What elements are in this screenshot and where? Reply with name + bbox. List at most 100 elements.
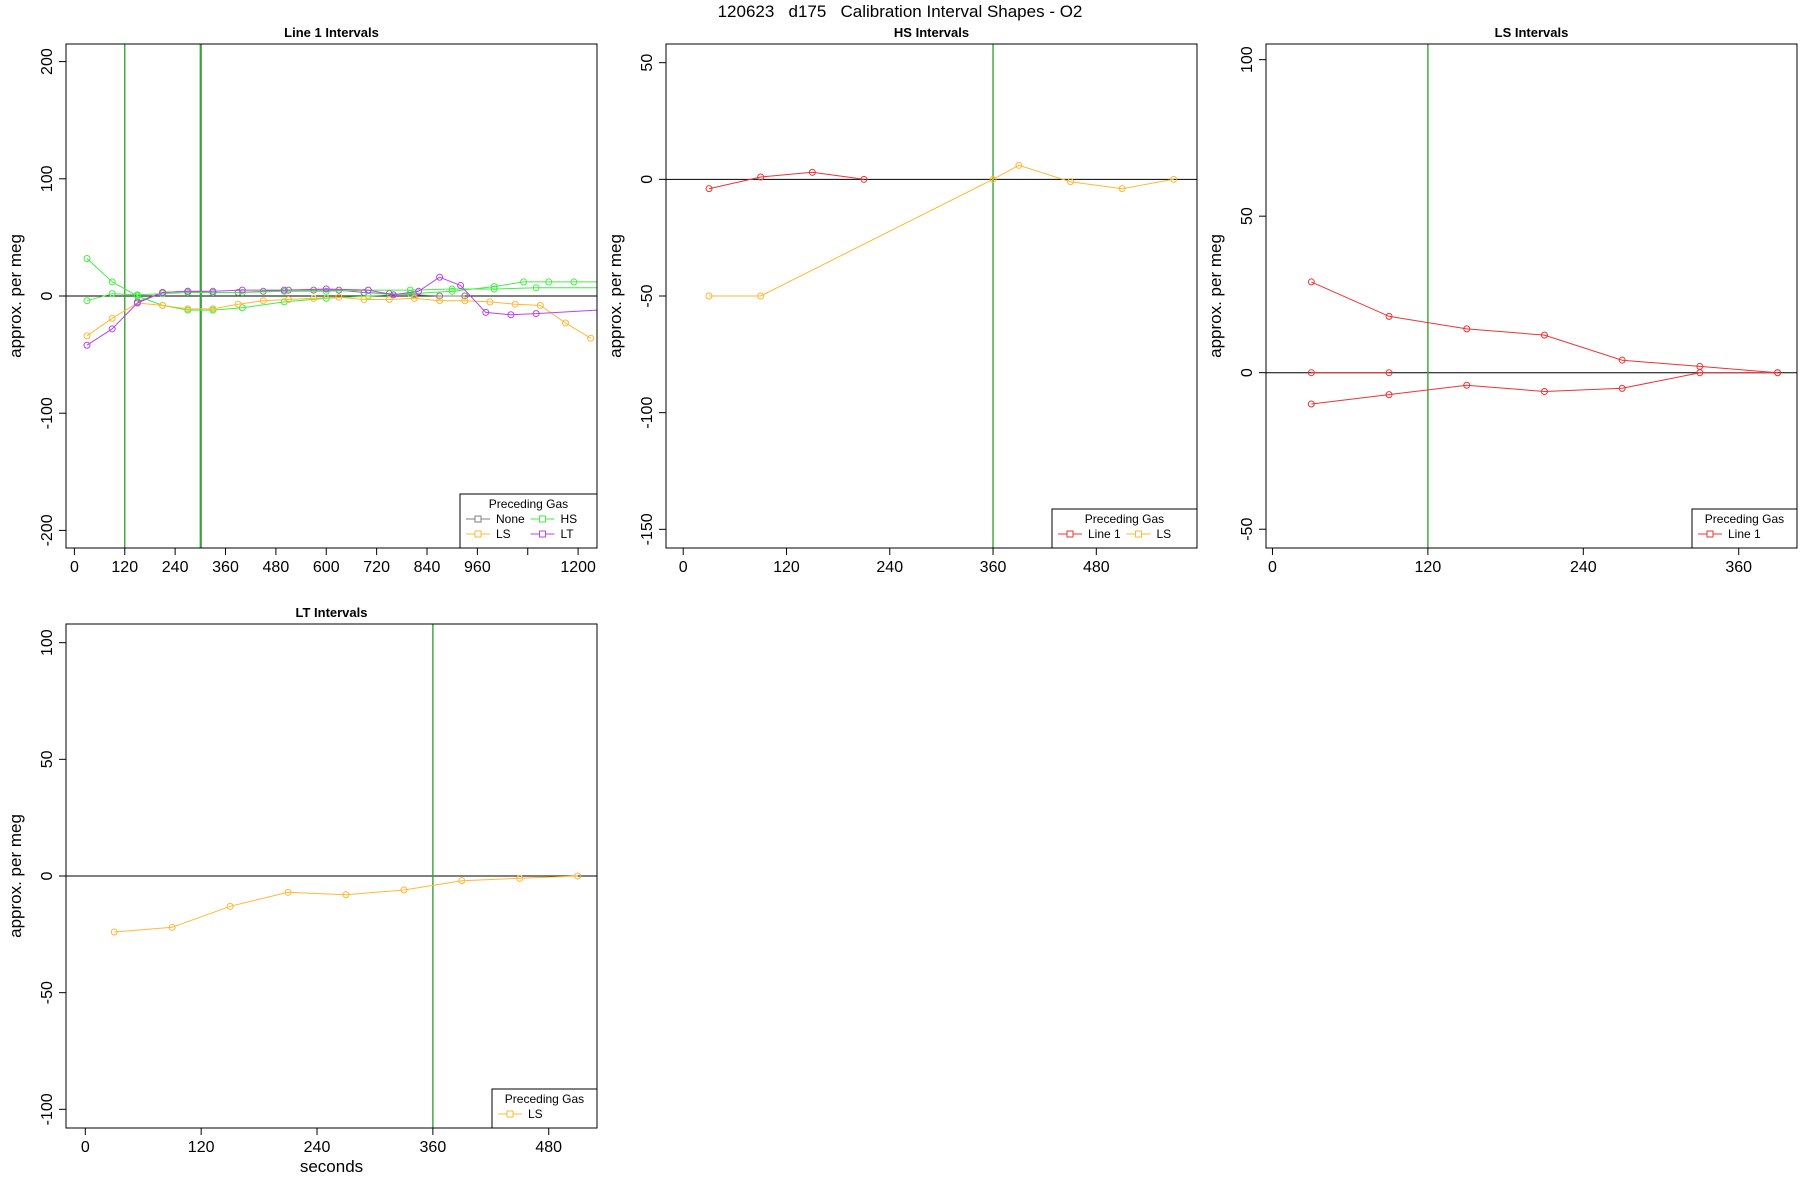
data-point-ls	[705, 292, 713, 300]
x-axis-label: seconds	[900, 577, 963, 580]
legend-label-line-1: Line 1	[1728, 527, 1761, 541]
x-axis-label: seconds	[300, 577, 363, 580]
data-point-hs	[545, 278, 553, 286]
data-point-ls	[458, 877, 466, 885]
legend-marker-line-1	[1706, 530, 1714, 538]
x-tick-label: 600	[313, 559, 340, 576]
data-point-lt	[184, 287, 192, 295]
data-point-hs	[108, 278, 116, 286]
data-point-ls	[410, 294, 418, 302]
series-line-ls	[709, 164, 1174, 297]
legend-box	[459, 493, 598, 549]
chart-line1-intervals: Line 1 Intervals 0 120 240 360 480 600 720 840 96…	[6, 25, 598, 580]
chart-ls-intervals: LS Intervals 0 120 240 360 seconds -50 0 50 100 ap…	[1206, 25, 1798, 580]
series-line-ls	[114, 875, 578, 933]
y-tick-label: 0	[639, 175, 656, 184]
data-point-line-1	[1307, 400, 1315, 408]
x-tick-label: 720	[363, 559, 390, 576]
y-tick-label: -100	[39, 397, 56, 429]
data-point-line-1	[1540, 387, 1548, 395]
data-point-lt	[415, 287, 423, 295]
data-point-ls	[335, 293, 343, 301]
data-point-hs	[532, 284, 540, 292]
x-tick-label: 120	[111, 559, 138, 576]
legend-label-ls: LS	[496, 527, 511, 541]
data-point-lt	[83, 341, 91, 349]
legend-title: Preceding Gas	[489, 497, 568, 511]
y-tick-label: -150	[639, 513, 656, 545]
data-point-ls	[83, 332, 91, 340]
data-point-hs	[448, 287, 456, 295]
chart-title: Line 1 Intervals	[284, 25, 379, 40]
data-point-lt	[133, 299, 141, 307]
legend-title: Preceding Gas	[1705, 512, 1784, 526]
x-tick-label: 240	[304, 1139, 331, 1156]
data-point-lt	[457, 281, 465, 289]
x-axis-label: seconds	[1500, 577, 1563, 580]
data-point-line-1	[860, 175, 868, 183]
legend-box	[1691, 508, 1798, 549]
data-point-ls	[159, 301, 167, 309]
data-point-ls	[226, 902, 234, 910]
data-point-ls	[587, 334, 595, 342]
data-point-line-1	[808, 168, 816, 176]
x-tick-label: 480	[535, 1139, 562, 1156]
chart-title: HS Intervals	[894, 25, 969, 40]
legend-label-hs: HS	[561, 512, 578, 526]
data-point-ls	[1066, 178, 1074, 186]
data-point-hs	[570, 278, 578, 286]
x-tick-label: 120	[773, 559, 800, 576]
data-point-ls	[184, 305, 192, 313]
data-point-ls	[536, 301, 544, 309]
data-point-ls	[234, 300, 242, 308]
y-tick-label: 100	[39, 165, 56, 192]
y-tick-label: -100	[39, 1093, 56, 1125]
x-tick-label: 360	[420, 1139, 447, 1156]
x-tick-label: 120	[188, 1139, 215, 1156]
data-point-hs	[238, 304, 246, 312]
data-point-ls	[385, 296, 393, 304]
x-axis-label: seconds	[300, 1157, 363, 1176]
data-point-lt	[482, 308, 490, 316]
data-point-lt	[389, 291, 397, 299]
data-point-line-1	[1385, 391, 1393, 399]
data-point-lt	[280, 286, 288, 294]
legend-label-none: None	[496, 512, 525, 526]
data-point-lt	[364, 286, 372, 294]
data-point-hs	[520, 278, 528, 286]
data-point-line-1	[1463, 325, 1471, 333]
y-tick-label: -200	[39, 514, 56, 546]
data-point-none	[436, 292, 444, 300]
data-point-line-1	[1696, 369, 1704, 377]
chart-hs-intervals: HS Intervals 0 120 240 360 480 seconds -150 -100…	[606, 25, 1198, 580]
x-tick-label: 240	[162, 559, 189, 576]
legend-title: Preceding Gas	[505, 1092, 584, 1106]
y-tick-label: 50	[39, 750, 56, 768]
data-point-hs	[490, 285, 498, 293]
x-tick-label: 0	[70, 559, 79, 576]
y-axis-label: approx. per meg	[606, 234, 625, 358]
data-point-lt	[436, 273, 444, 281]
legend-label-ls: LS	[528, 1107, 543, 1121]
data-point-ls	[209, 305, 217, 313]
y-tick-label: -50	[1239, 518, 1256, 541]
data-point-ls	[757, 292, 765, 300]
data-point-line-1	[1618, 384, 1626, 392]
data-point-hs	[83, 297, 91, 305]
x-tick-label: 240	[876, 559, 903, 576]
data-point-lt	[322, 285, 330, 293]
x-tick-label: 360	[212, 559, 239, 576]
series-line-hs	[86, 287, 597, 302]
data-point-hs	[406, 286, 414, 294]
data-point-line-1	[757, 173, 765, 181]
data-point-ls	[360, 296, 368, 304]
x-tick-label: 0	[679, 559, 688, 576]
series-line-line-1	[708, 171, 864, 190]
data-point-line-1	[1385, 369, 1393, 377]
data-point-ls	[342, 891, 350, 899]
data-point-lt	[238, 286, 246, 294]
y-tick-label: 200	[39, 48, 56, 75]
x-tick-label: 120	[1415, 559, 1442, 576]
x-tick-label: 960	[464, 559, 491, 576]
